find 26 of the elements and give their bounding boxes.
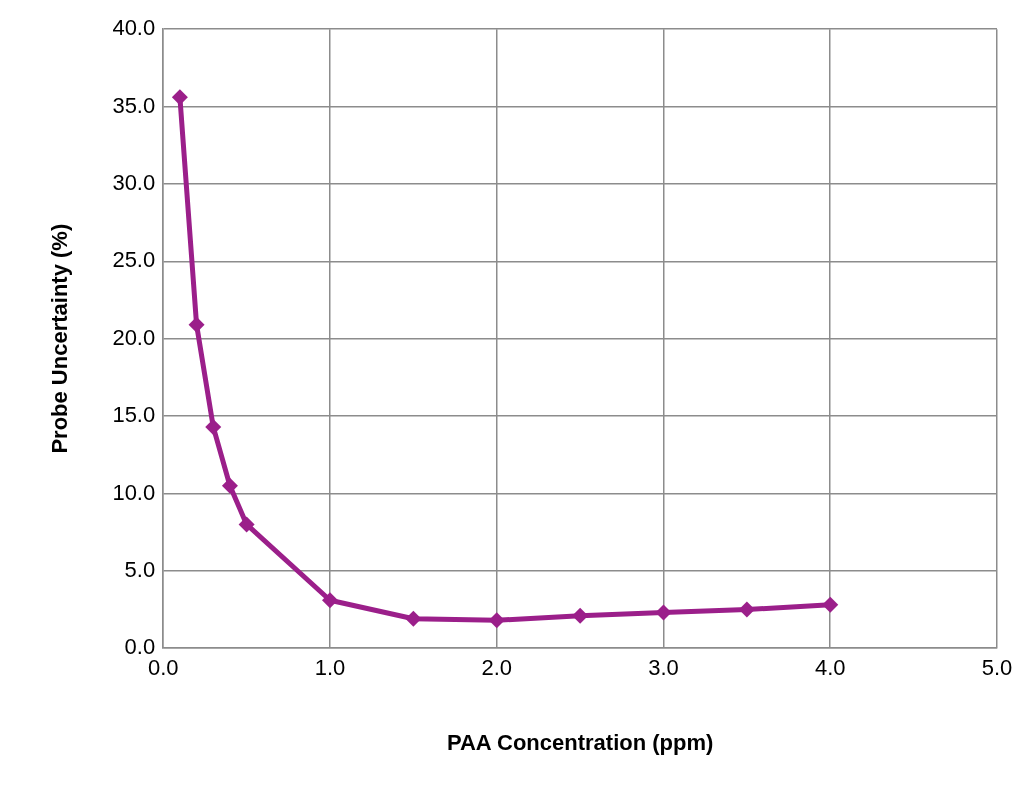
point [321,592,338,609]
point [205,418,222,435]
y-tick-label: 40.0 [112,15,156,41]
x-tick-label: 1.0 [314,655,346,681]
point [488,612,505,629]
x-tick-label: 5.0 [981,655,1013,681]
point [171,89,188,106]
point [738,601,755,618]
point [405,610,422,627]
y-tick-label: 25.0 [112,247,156,273]
point [822,596,839,613]
y-tick-label: 5.0 [124,556,156,582]
y-tick-label: 30.0 [112,170,156,196]
point [221,477,238,494]
y-tick-label: 15.0 [112,402,156,428]
x-tick-label: 2.0 [481,655,513,681]
x-tick-label: 4.0 [814,655,846,681]
x-axis-title: PAA Concentration (ppm) [446,729,714,755]
y-tick-label: 10.0 [112,479,156,505]
x-tick-label: 3.0 [648,655,679,681]
point [238,516,255,533]
y-axis-title: Probe Uncertainty (%) [47,223,73,454]
y-tick-label: 20.0 [112,324,156,350]
point [655,604,672,621]
y-tick-label: 35.0 [112,92,156,118]
point [188,316,205,333]
